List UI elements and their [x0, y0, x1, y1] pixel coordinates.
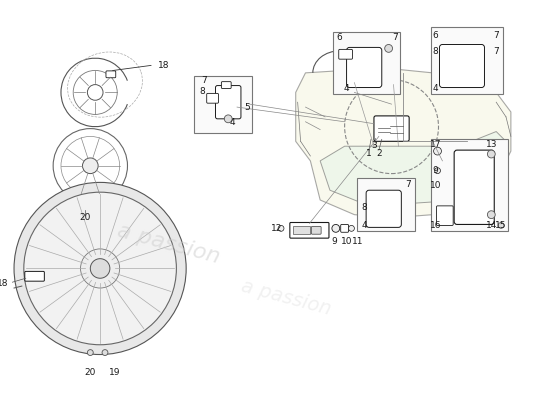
Text: 8: 8 [199, 87, 205, 96]
Text: 2: 2 [376, 148, 382, 158]
Circle shape [487, 211, 495, 218]
Circle shape [349, 226, 354, 231]
FancyBboxPatch shape [194, 76, 252, 134]
FancyBboxPatch shape [340, 224, 349, 232]
Bar [293, 226, 310, 234]
FancyBboxPatch shape [346, 48, 382, 88]
FancyBboxPatch shape [207, 93, 218, 103]
Text: 7: 7 [393, 33, 398, 42]
Text: 5: 5 [244, 102, 250, 112]
Text: 18: 18 [0, 279, 8, 288]
Text: 7: 7 [493, 31, 499, 40]
Text: 4: 4 [361, 221, 367, 230]
FancyBboxPatch shape [366, 190, 402, 227]
FancyBboxPatch shape [358, 178, 415, 231]
Text: a passion: a passion [239, 277, 333, 319]
Text: 6: 6 [433, 31, 438, 40]
Circle shape [87, 84, 103, 100]
FancyBboxPatch shape [216, 86, 241, 119]
Text: 7: 7 [493, 47, 499, 56]
Text: 4: 4 [433, 84, 438, 93]
Text: 1: 1 [366, 148, 372, 158]
Text: 9: 9 [433, 166, 438, 175]
Circle shape [433, 147, 442, 155]
Text: 12: 12 [271, 224, 282, 233]
FancyBboxPatch shape [290, 222, 329, 238]
Circle shape [434, 168, 441, 174]
Text: 6: 6 [337, 33, 343, 42]
Circle shape [278, 226, 284, 231]
Polygon shape [296, 68, 511, 218]
FancyBboxPatch shape [454, 150, 494, 224]
Circle shape [384, 44, 393, 52]
Circle shape [90, 259, 110, 278]
FancyBboxPatch shape [311, 226, 321, 234]
Text: 10: 10 [341, 236, 353, 246]
Text: 16: 16 [430, 221, 441, 230]
FancyBboxPatch shape [439, 44, 485, 88]
FancyBboxPatch shape [374, 116, 409, 141]
Text: 9: 9 [331, 236, 337, 246]
Circle shape [332, 224, 340, 232]
Text: 4: 4 [344, 84, 349, 93]
Circle shape [82, 158, 98, 174]
Text: 3: 3 [371, 141, 377, 150]
Text: 4: 4 [229, 118, 235, 127]
FancyBboxPatch shape [333, 32, 400, 94]
Text: 10: 10 [430, 181, 441, 190]
Text: 18: 18 [158, 60, 169, 70]
Circle shape [24, 192, 177, 345]
Circle shape [102, 350, 108, 356]
Circle shape [224, 115, 232, 123]
Text: 20: 20 [80, 213, 91, 222]
Circle shape [498, 222, 504, 228]
FancyBboxPatch shape [431, 139, 508, 231]
Text: 11: 11 [351, 236, 363, 246]
Text: 7: 7 [201, 76, 207, 85]
FancyBboxPatch shape [106, 71, 116, 78]
Polygon shape [320, 146, 472, 204]
Text: 7: 7 [405, 180, 411, 189]
FancyBboxPatch shape [25, 271, 45, 281]
Text: 13: 13 [486, 140, 497, 149]
Text: 15: 15 [496, 221, 507, 230]
Text: 14: 14 [486, 221, 497, 230]
Circle shape [82, 204, 89, 210]
Polygon shape [472, 132, 506, 176]
Text: 17: 17 [430, 140, 441, 149]
Circle shape [87, 350, 94, 356]
Text: 19: 19 [109, 368, 120, 377]
Text: 8: 8 [361, 203, 367, 212]
Text: 8: 8 [433, 47, 438, 56]
Text: 20: 20 [85, 368, 96, 377]
FancyBboxPatch shape [431, 27, 503, 94]
FancyBboxPatch shape [437, 206, 453, 226]
Circle shape [14, 182, 186, 354]
FancyBboxPatch shape [222, 82, 231, 88]
Circle shape [80, 249, 120, 288]
FancyBboxPatch shape [339, 49, 353, 59]
Circle shape [487, 150, 495, 158]
Text: a passion: a passion [115, 221, 222, 267]
